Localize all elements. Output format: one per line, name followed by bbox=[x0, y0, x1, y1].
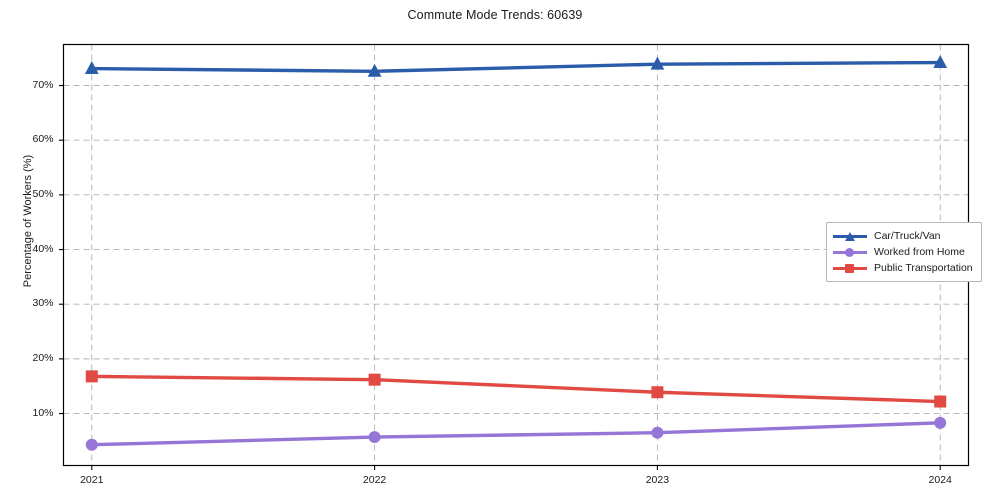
data-point-marker bbox=[368, 373, 381, 386]
x-axis-tick-label: 2022 bbox=[362, 473, 387, 486]
legend-item-label: Car/Truck/Van bbox=[874, 230, 941, 242]
legend-item[interactable]: Car/Truck/Van bbox=[833, 228, 973, 244]
y-axis-tick-label: 40% bbox=[32, 242, 54, 255]
y-axis-tick-label: 60% bbox=[32, 133, 54, 146]
x-axis-tick-label: 2024 bbox=[928, 473, 952, 486]
y-axis-tick-label: 50% bbox=[32, 187, 54, 200]
data-point-marker bbox=[85, 438, 98, 451]
legend-swatch bbox=[833, 229, 867, 243]
data-point-marker bbox=[650, 56, 665, 70]
data-series bbox=[84, 55, 948, 77]
series-line bbox=[90, 374, 942, 404]
y-axis-tick-label: 20% bbox=[32, 351, 54, 364]
legend-triangle-marker-icon bbox=[845, 232, 855, 241]
series-line bbox=[90, 421, 942, 447]
chart-legend: Car/Truck/Van Worked from Home Public Tran… bbox=[826, 222, 982, 282]
legend-item-label: Worked from Home bbox=[874, 246, 965, 258]
legend-square-marker-icon bbox=[845, 264, 854, 273]
gridlines bbox=[63, 44, 969, 466]
chart-title: Commute Mode Trends: 60639 bbox=[407, 8, 583, 22]
legend-item-label: Public Transportation bbox=[874, 262, 973, 274]
series-line bbox=[90, 60, 942, 73]
legend-swatch bbox=[833, 245, 867, 259]
data-series-group bbox=[84, 55, 948, 451]
legend-item[interactable]: Public Transportation bbox=[833, 260, 973, 276]
x-axis-tick-label: 2021 bbox=[80, 473, 104, 486]
legend-item[interactable]: Worked from Home bbox=[833, 244, 973, 260]
data-point-marker bbox=[367, 63, 382, 77]
data-point-marker bbox=[85, 370, 98, 383]
y-axis-tick-label: 30% bbox=[32, 297, 54, 310]
data-point-marker bbox=[933, 55, 948, 68]
data-point-marker bbox=[651, 426, 664, 439]
axis-ticks bbox=[59, 84, 941, 470]
data-point-marker bbox=[934, 416, 947, 429]
y-axis-tick-label: 70% bbox=[32, 78, 54, 91]
data-point-marker bbox=[368, 431, 381, 444]
data-point-marker bbox=[84, 61, 99, 74]
legend-swatch bbox=[833, 261, 867, 275]
data-point-marker bbox=[934, 395, 947, 408]
data-series bbox=[85, 416, 947, 451]
data-series bbox=[85, 370, 947, 408]
legend-circle-marker-icon bbox=[845, 248, 854, 257]
data-point-marker bbox=[651, 386, 664, 399]
y-axis-tick-label: 10% bbox=[32, 406, 54, 419]
x-axis-tick-label: 2023 bbox=[645, 473, 670, 486]
